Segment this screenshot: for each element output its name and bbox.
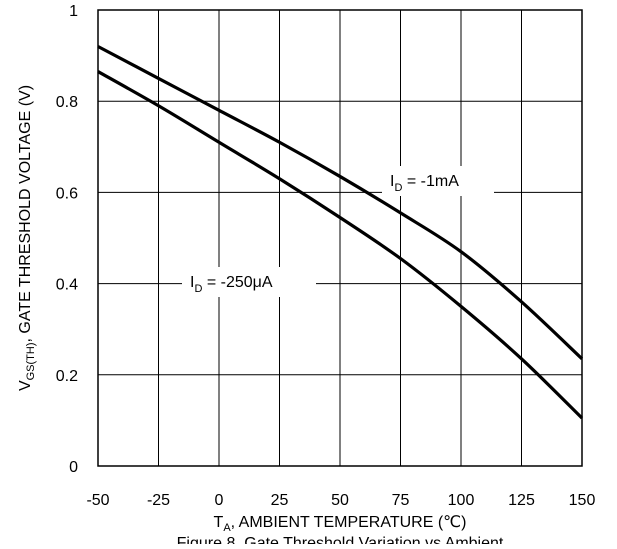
x-tick-label: 150 bbox=[569, 492, 596, 509]
series-line-1ma bbox=[97, 45, 584, 361]
y-axis-label: VGS(TH), GATE THRESHOLD VOLTAGE (V) bbox=[17, 85, 37, 391]
svg-text:ID = -250μA: ID = -250μA bbox=[190, 274, 273, 295]
series-label-250ua: ID = -250μA bbox=[182, 267, 316, 297]
figure-caption: Figure 8. Gate Threshold Variation vs Am… bbox=[177, 535, 504, 544]
series-lines bbox=[97, 45, 584, 420]
plot-frame bbox=[97, 9, 583, 467]
series-label-1ma: ID = -1mA bbox=[382, 166, 494, 196]
y-tick-label: 1 bbox=[69, 3, 78, 20]
y-tick-label: 0 bbox=[69, 459, 78, 476]
x-axis-label: TA, AMBIENT TEMPERATURE (℃) bbox=[214, 514, 467, 534]
series-label-250ua-main: I bbox=[190, 274, 194, 291]
x-tick-label: -25 bbox=[147, 492, 170, 509]
x-tick-label: 100 bbox=[448, 492, 475, 509]
y-tick-label: 0.8 bbox=[56, 94, 78, 111]
grid bbox=[98, 10, 582, 466]
x-tick-label: 75 bbox=[392, 492, 410, 509]
x-tick-label: 0 bbox=[215, 492, 224, 509]
y-tick-label: 0.4 bbox=[56, 277, 78, 294]
svg-text:ID = -1mA: ID = -1mA bbox=[390, 173, 459, 194]
y-tick-label: 0.2 bbox=[56, 368, 78, 385]
y-tick-label: 0.6 bbox=[56, 185, 78, 202]
series-label-250ua-sub: D bbox=[194, 283, 202, 295]
x-tick-label: -50 bbox=[86, 492, 109, 509]
series-label-1ma-rest: = -1mA bbox=[402, 173, 459, 190]
series-label-1ma-sub: D bbox=[394, 182, 402, 194]
x-tick-label: 125 bbox=[508, 492, 535, 509]
series-line-250ua bbox=[97, 70, 584, 420]
series-label-1ma-main: I bbox=[390, 173, 394, 190]
series-label-250ua-rest: = -250μA bbox=[202, 274, 272, 291]
tick-labels: -50 -25 0 25 50 75 100 125 150 0 0.2 0.4 0.6 0.8 1 bbox=[56, 3, 596, 509]
x-tick-label: 25 bbox=[271, 492, 289, 509]
x-tick-label: 50 bbox=[331, 492, 349, 509]
